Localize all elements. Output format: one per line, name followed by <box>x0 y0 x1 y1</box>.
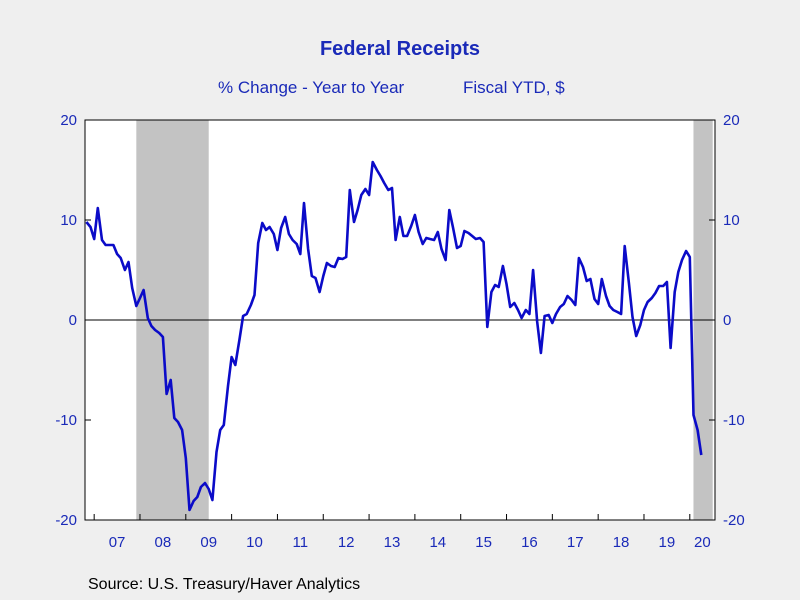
x-tick-label: 13 <box>384 534 401 551</box>
chart-subtitle-units: Fiscal YTD, $ <box>463 78 565 97</box>
y-tick-label-right: -20 <box>723 512 745 529</box>
x-tick-label: 17 <box>567 534 584 551</box>
y-tick-label-right: 20 <box>723 112 740 129</box>
y-tick-label-left: -20 <box>55 512 77 529</box>
chart-title: Federal Receipts <box>319 38 481 60</box>
x-tick-label: 18 <box>613 534 630 551</box>
y-tick-label-right: 0 <box>723 312 731 329</box>
y-tick-label-left: 10 <box>60 212 77 229</box>
y-tick-label-left: -10 <box>55 412 77 429</box>
y-tick-label-left: 0 <box>69 312 77 329</box>
x-tick-label: 15 <box>475 534 492 551</box>
y-tick-label-right: -10 <box>723 412 745 429</box>
x-tick-label: 08 <box>155 534 172 551</box>
y-tick-label-right: 10 <box>723 212 740 229</box>
x-tick-label: 11 <box>293 534 309 551</box>
source-note: Source: U.S. Treasury/Haver Analytics <box>88 576 361 593</box>
x-tick-label: 10 <box>246 534 263 551</box>
x-tick-label: 20 <box>694 534 711 551</box>
y-tick-label-left: 20 <box>60 112 77 129</box>
x-tick-label: 07 <box>109 534 126 551</box>
x-tick-label: 16 <box>521 534 538 551</box>
x-tick-label: 14 <box>429 534 446 551</box>
x-tick-label: 09 <box>200 534 217 551</box>
x-tick-label: 19 <box>659 534 676 551</box>
chart-subtitle-measure: % Change - Year to Year <box>218 78 405 97</box>
x-tick-label: 12 <box>338 534 355 551</box>
series-line <box>85 160 703 512</box>
